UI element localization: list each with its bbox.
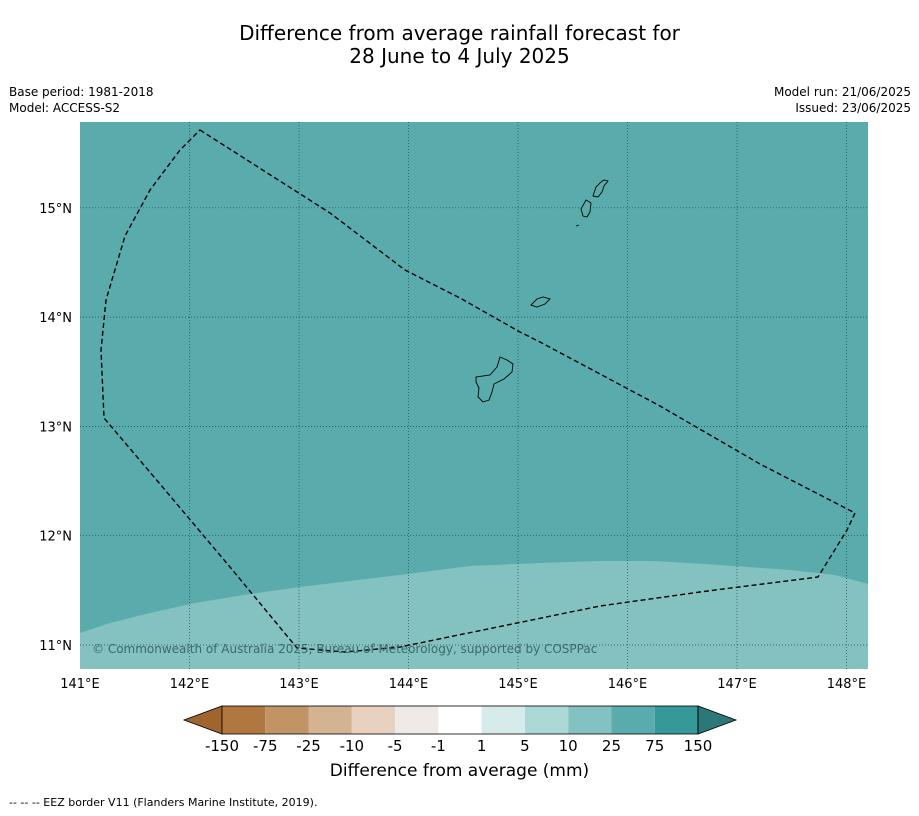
- meta-left: Base period: 1981-2018 Model: ACCESS-S2: [9, 84, 154, 116]
- colorbar-tick-label: 5: [520, 737, 530, 755]
- lon-tick-label: 141°E: [60, 677, 100, 692]
- lat-tick-label: 11°N: [39, 639, 72, 654]
- colorbar-tick-label: -150: [205, 737, 239, 755]
- colorbar-segment: [438, 706, 482, 734]
- colorbar-outline: [221, 705, 699, 735]
- map-panel: © Commonwealth of Australia 2025, Bureau…: [39, 122, 868, 692]
- title-line2: 28 June to 4 July 2025: [349, 44, 570, 68]
- colorbar-tick-label: 25: [602, 737, 621, 755]
- lat-tick-label: 14°N: [39, 311, 72, 326]
- base-period: Base period: 1981-2018: [9, 85, 154, 99]
- lat-tick-label: 12°N: [39, 530, 72, 545]
- colorbar-tick-label: -10: [340, 737, 365, 755]
- copyright-text: © Commonwealth of Australia 2025, Bureau…: [92, 642, 597, 656]
- colorbar-tick-label: -1: [431, 737, 446, 755]
- island-guam: [475, 356, 514, 403]
- islands: [475, 179, 609, 403]
- colorbar-segment: [351, 706, 396, 734]
- colorbar-segment: [222, 706, 266, 734]
- model-name: Model: ACCESS-S2: [9, 101, 121, 115]
- colorbar-tick-label: -25: [296, 737, 321, 755]
- lat-tick-label: 15°N: [39, 202, 72, 217]
- lon-tick-label: 147°E: [717, 677, 757, 692]
- island-aguijan: [575, 224, 580, 227]
- meta-right: Model run: 21/06/2025 Issued: 23/06/2025: [774, 84, 911, 116]
- island-rota: [530, 296, 551, 308]
- colorbar-extend-high: [697, 705, 738, 735]
- rainfall-band-lower: [80, 561, 868, 669]
- colorbar-segment: [611, 706, 655, 734]
- island-saipan: [592, 179, 609, 198]
- issued-date: Issued: 23/06/2025: [795, 101, 911, 115]
- colorbar-segment: [654, 706, 698, 734]
- eez-border: [100, 129, 856, 653]
- colorbar-segment: [568, 706, 612, 734]
- island-tinian: [580, 199, 592, 218]
- lat-labels: 11°N 12°N 13°N 14°N 15°N: [39, 202, 72, 654]
- colorbar-segment: [308, 706, 352, 734]
- lon-tick-label: 143°E: [279, 677, 319, 692]
- colorbar-segment: [524, 706, 569, 734]
- colorbar-title: Difference from average (mm): [329, 761, 590, 781]
- lon-tick-label: 142°E: [170, 677, 210, 692]
- grid-lines: [80, 122, 868, 669]
- title-line1: Difference from average rainfall forecas…: [239, 21, 680, 45]
- lon-labels: 141°E 142°E 143°E 144°E 145°E 146°E 147°E 148°E: [60, 677, 866, 692]
- lon-tick-label: 145°E: [498, 677, 538, 692]
- colorbar-segment: [481, 706, 525, 734]
- lat-tick-label: 13°N: [39, 420, 72, 435]
- colorbar-tick-label: 75: [645, 737, 664, 755]
- model-run: Model run: 21/06/2025: [773, 85, 911, 99]
- colorbar-tick-label: 1: [477, 737, 487, 755]
- colorbar-tick-label: -75: [253, 737, 278, 755]
- colorbar-extend-low: [182, 705, 223, 735]
- colorbar-segment: [395, 706, 439, 734]
- map-title: Difference from average rainfall forecas…: [0, 22, 919, 68]
- lon-tick-label: 148°E: [827, 677, 867, 692]
- colorbar: -150 -75 -25 -10 -5 -1 1 5 10 25 75 150: [182, 705, 738, 755]
- colorbar-tick-label: 10: [559, 737, 578, 755]
- colorbar-tick-label: -5: [388, 737, 403, 755]
- lon-tick-label: 146°E: [608, 677, 648, 692]
- colorbar-segment: [265, 706, 309, 734]
- lon-tick-label: 144°E: [389, 677, 429, 692]
- legend-footer: -- -- -- EEZ border V11 (Flanders Marine…: [9, 796, 318, 809]
- colorbar-tick-label: 150: [684, 737, 713, 755]
